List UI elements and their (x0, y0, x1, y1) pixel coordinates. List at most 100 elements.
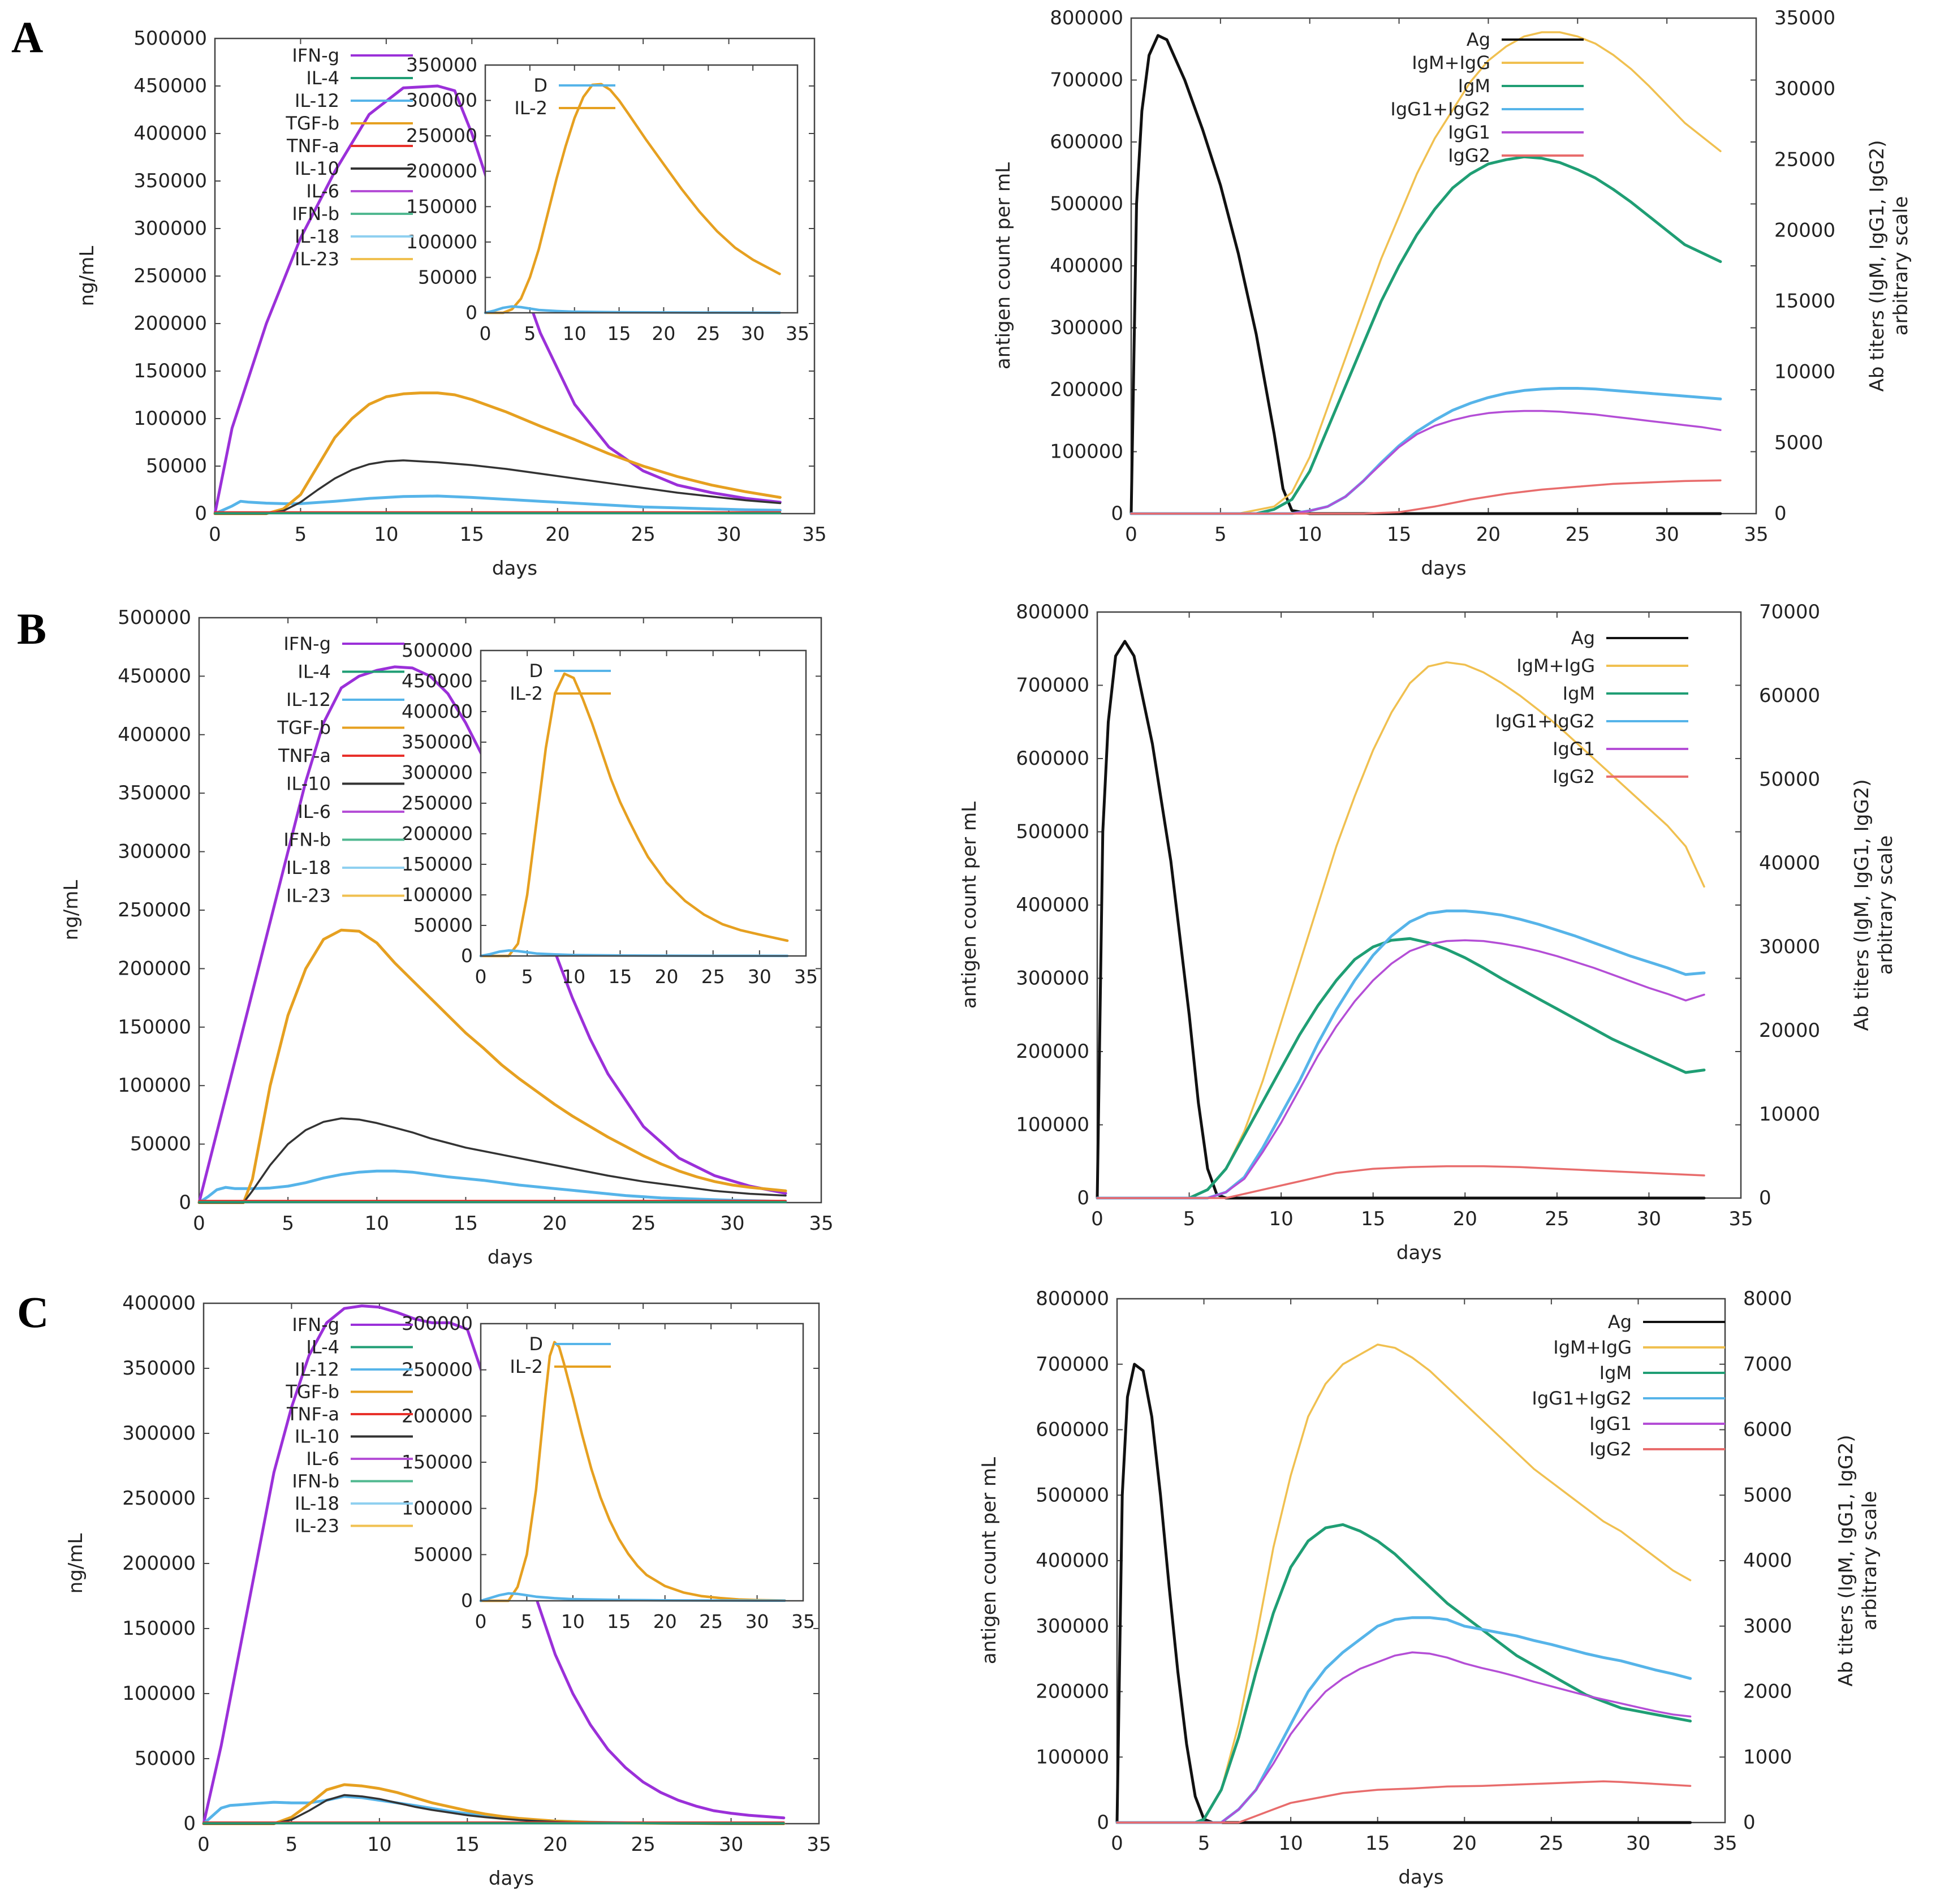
b-cytokines-inset-xtick-label: 0 (475, 966, 487, 988)
b-cytokines-xtick-label: 15 (454, 1212, 478, 1235)
c-antibodies-ytick-label: 800000 (1036, 1287, 1109, 1310)
c-cytokines-xtick-label: 25 (631, 1833, 656, 1856)
b-antibodies-legend-label-ag: Ag (1571, 627, 1595, 649)
b-antibodies-legend-label-igg1: IgG1 (1553, 738, 1595, 760)
c-antibodies-series-igg2 (1116, 1780, 1692, 1824)
b-cytokines-inset-xtick-label: 30 (748, 966, 771, 988)
b-cytokines-inset-xtick-label: 25 (701, 966, 725, 988)
b-antibodies-frame (1096, 611, 1742, 1199)
c-cytokines-inset-xtick-label: 35 (791, 1610, 815, 1632)
a-cytokines-inset-legend-label-il-2: IL-2 (514, 97, 547, 119)
c-antibodies-series-igg1 (1116, 1651, 1692, 1824)
b-cytokines-inset-ytick-label: 450000 (402, 670, 473, 692)
c-antibodies-legend-label-ag: Ag (1608, 1311, 1632, 1333)
b-antibodies-ytick-label: 800000 (1016, 601, 1089, 623)
a-cytokines-ytick-label: 0 (195, 502, 207, 525)
a-cytokines-ytick-label: 400000 (133, 122, 207, 145)
a-cytokines-legend-label-ifn-g: IFN-g (292, 45, 339, 66)
a-cytokines-inset-xtick-label: 0 (480, 322, 492, 344)
c-antibodies-y2tick-label: 1000 (1743, 1746, 1792, 1768)
c-antibodies-ytick-label: 200000 (1036, 1681, 1109, 1703)
a-antibodies-series-igg1-plus-igg2 (1129, 387, 1722, 515)
c-antibodies-y2tick-label: 0 (1743, 1811, 1756, 1834)
b-antibodies-series-igg2 (1096, 1165, 1705, 1199)
a-cytokines-inset-xtick-label: 5 (524, 322, 536, 344)
a-cytokines-inset-xtick-label: 20 (652, 322, 675, 344)
a-cytokines-ytick-label: 300000 (133, 217, 207, 240)
a-antibodies-xtick-label: 35 (1744, 523, 1768, 546)
c-antibodies-xtick-label: 5 (1198, 1832, 1210, 1855)
b-cytokines-legend-label-il-6: IL-6 (298, 801, 331, 822)
a-cytokines-inset-xtick-label: 30 (741, 322, 765, 344)
c-cytokines-inset-xtick-label: 5 (521, 1610, 533, 1632)
b-antibodies-series-igm (1096, 937, 1706, 1200)
b-cytokines-ytick-label: 350000 (118, 782, 191, 804)
c-cytokines-legend-label-il-12: IL-12 (295, 1359, 339, 1380)
b-cytokines-inset-xtick-label: 15 (608, 966, 632, 988)
c-cytokines-legend-label-il-23: IL-23 (295, 1515, 339, 1537)
b-cytokines-xtick-label: 30 (720, 1212, 744, 1235)
b-cytokines-series-il-10 (198, 1117, 787, 1204)
c-antibodies-series-igm (1115, 1523, 1692, 1824)
c-antibodies-xtick-label: 10 (1279, 1832, 1303, 1855)
chart-c-antibodies: 0100000200000300000400000500000600000700… (978, 1287, 1881, 1889)
a-cytokines-inset-bg (485, 65, 797, 313)
b-antibodies-xtick-label: 35 (1728, 1208, 1753, 1230)
a-cytokines-ytick-label: 450000 (133, 75, 207, 97)
panel-label-b: B (17, 604, 46, 653)
b-cytokines-inset-xtick-label: 35 (794, 966, 818, 988)
a-antibodies-xtick-label: 5 (1214, 523, 1227, 546)
a-cytokines-inset-ytick-label: 50000 (418, 266, 477, 288)
b-antibodies-y2tick-label: 20000 (1759, 1019, 1820, 1042)
c-cytokines-inset-xtick-label: 15 (607, 1610, 631, 1632)
b-cytokines-xtick-label: 0 (193, 1212, 205, 1235)
a-cytokines-series-il-12 (213, 494, 782, 515)
b-cytokines-inset-ytick-label: 150000 (402, 853, 473, 875)
c-cytokines-inset-xtick-label: 25 (699, 1610, 723, 1632)
a-cytokines-inset-ytick-label: 350000 (406, 54, 477, 76)
b-antibodies-ytick-label: 400000 (1016, 894, 1089, 916)
c-antibodies-ytick-label: 600000 (1036, 1419, 1109, 1441)
b-cytokines-inset-ytick-label: 400000 (402, 700, 473, 722)
c-cytokines-ytick-label: 200000 (122, 1552, 196, 1575)
c-cytokines-inset-xtick-label: 0 (475, 1610, 487, 1632)
b-antibodies-ytick-label: 200000 (1016, 1040, 1089, 1063)
a-antibodies-ylabel: antigen count per mL (992, 162, 1015, 369)
b-antibodies-y2tick-label: 30000 (1759, 936, 1820, 958)
a-antibodies-xtick-label: 10 (1297, 523, 1322, 546)
a-antibodies-xtick-label: 25 (1566, 523, 1590, 546)
a-antibodies-xtick-label: 20 (1476, 523, 1501, 546)
a-cytokines-legend-label-il-12: IL-12 (295, 90, 339, 111)
c-antibodies-y2tick-label: 5000 (1743, 1484, 1792, 1506)
c-antibodies-ytick-label: 500000 (1036, 1484, 1109, 1506)
b-cytokines-xtick-label: 25 (631, 1212, 656, 1235)
a-antibodies-ytick-label: 400000 (1050, 255, 1123, 277)
c-cytokines-ytick-label: 150000 (122, 1617, 196, 1640)
a-cytokines-ytick-label: 150000 (133, 360, 207, 382)
c-antibodies-xtick-label: 35 (1713, 1832, 1737, 1855)
a-cytokines-legend-label-tgf-b: TGF-b (285, 113, 339, 134)
a-cytokines-inset-frame (484, 64, 799, 314)
c-cytokines-inset-ytick-label: 150000 (402, 1451, 473, 1473)
b-cytokines-ytick-label: 50000 (130, 1133, 191, 1156)
c-cytokines-legend-label-tnf-a: TNF-a (286, 1403, 339, 1425)
a-cytokines-xtick-label: 30 (717, 523, 741, 546)
c-cytokines-ylabel: ng/mL (64, 1533, 87, 1594)
c-antibodies-series-igm-plus-igg (1116, 1343, 1692, 1824)
b-antibodies-xtick-label: 0 (1091, 1208, 1103, 1230)
b-cytokines-ytick-label: 100000 (118, 1074, 191, 1097)
c-antibodies-legend-label-igg1-plus-igg2: IgG1+IgG2 (1532, 1388, 1632, 1409)
b-antibodies-ytick-label: 500000 (1016, 821, 1089, 843)
c-antibodies-y2tick-label: 2000 (1743, 1681, 1792, 1703)
c-cytokines-legend-label-il-6: IL-6 (306, 1448, 339, 1470)
b-cytokines-ytick-label: 300000 (118, 841, 191, 863)
c-cytokines-inset-ytick-label: 50000 (413, 1543, 473, 1565)
c-cytokines-xtick-label: 15 (455, 1833, 480, 1856)
a-antibodies-legend-label-ag: Ag (1467, 29, 1490, 50)
b-antibodies-y2tick-label: 40000 (1759, 852, 1820, 875)
a-cytokines-xtick-label: 20 (545, 523, 570, 546)
b-antibodies-series-igg1 (1096, 939, 1705, 1199)
b-cytokines-ytick-label: 200000 (118, 957, 191, 980)
b-antibodies-legend-label-igg1-plus-igg2: IgG1+IgG2 (1495, 710, 1595, 732)
a-cytokines-legend-label-il-23: IL-23 (295, 248, 339, 270)
